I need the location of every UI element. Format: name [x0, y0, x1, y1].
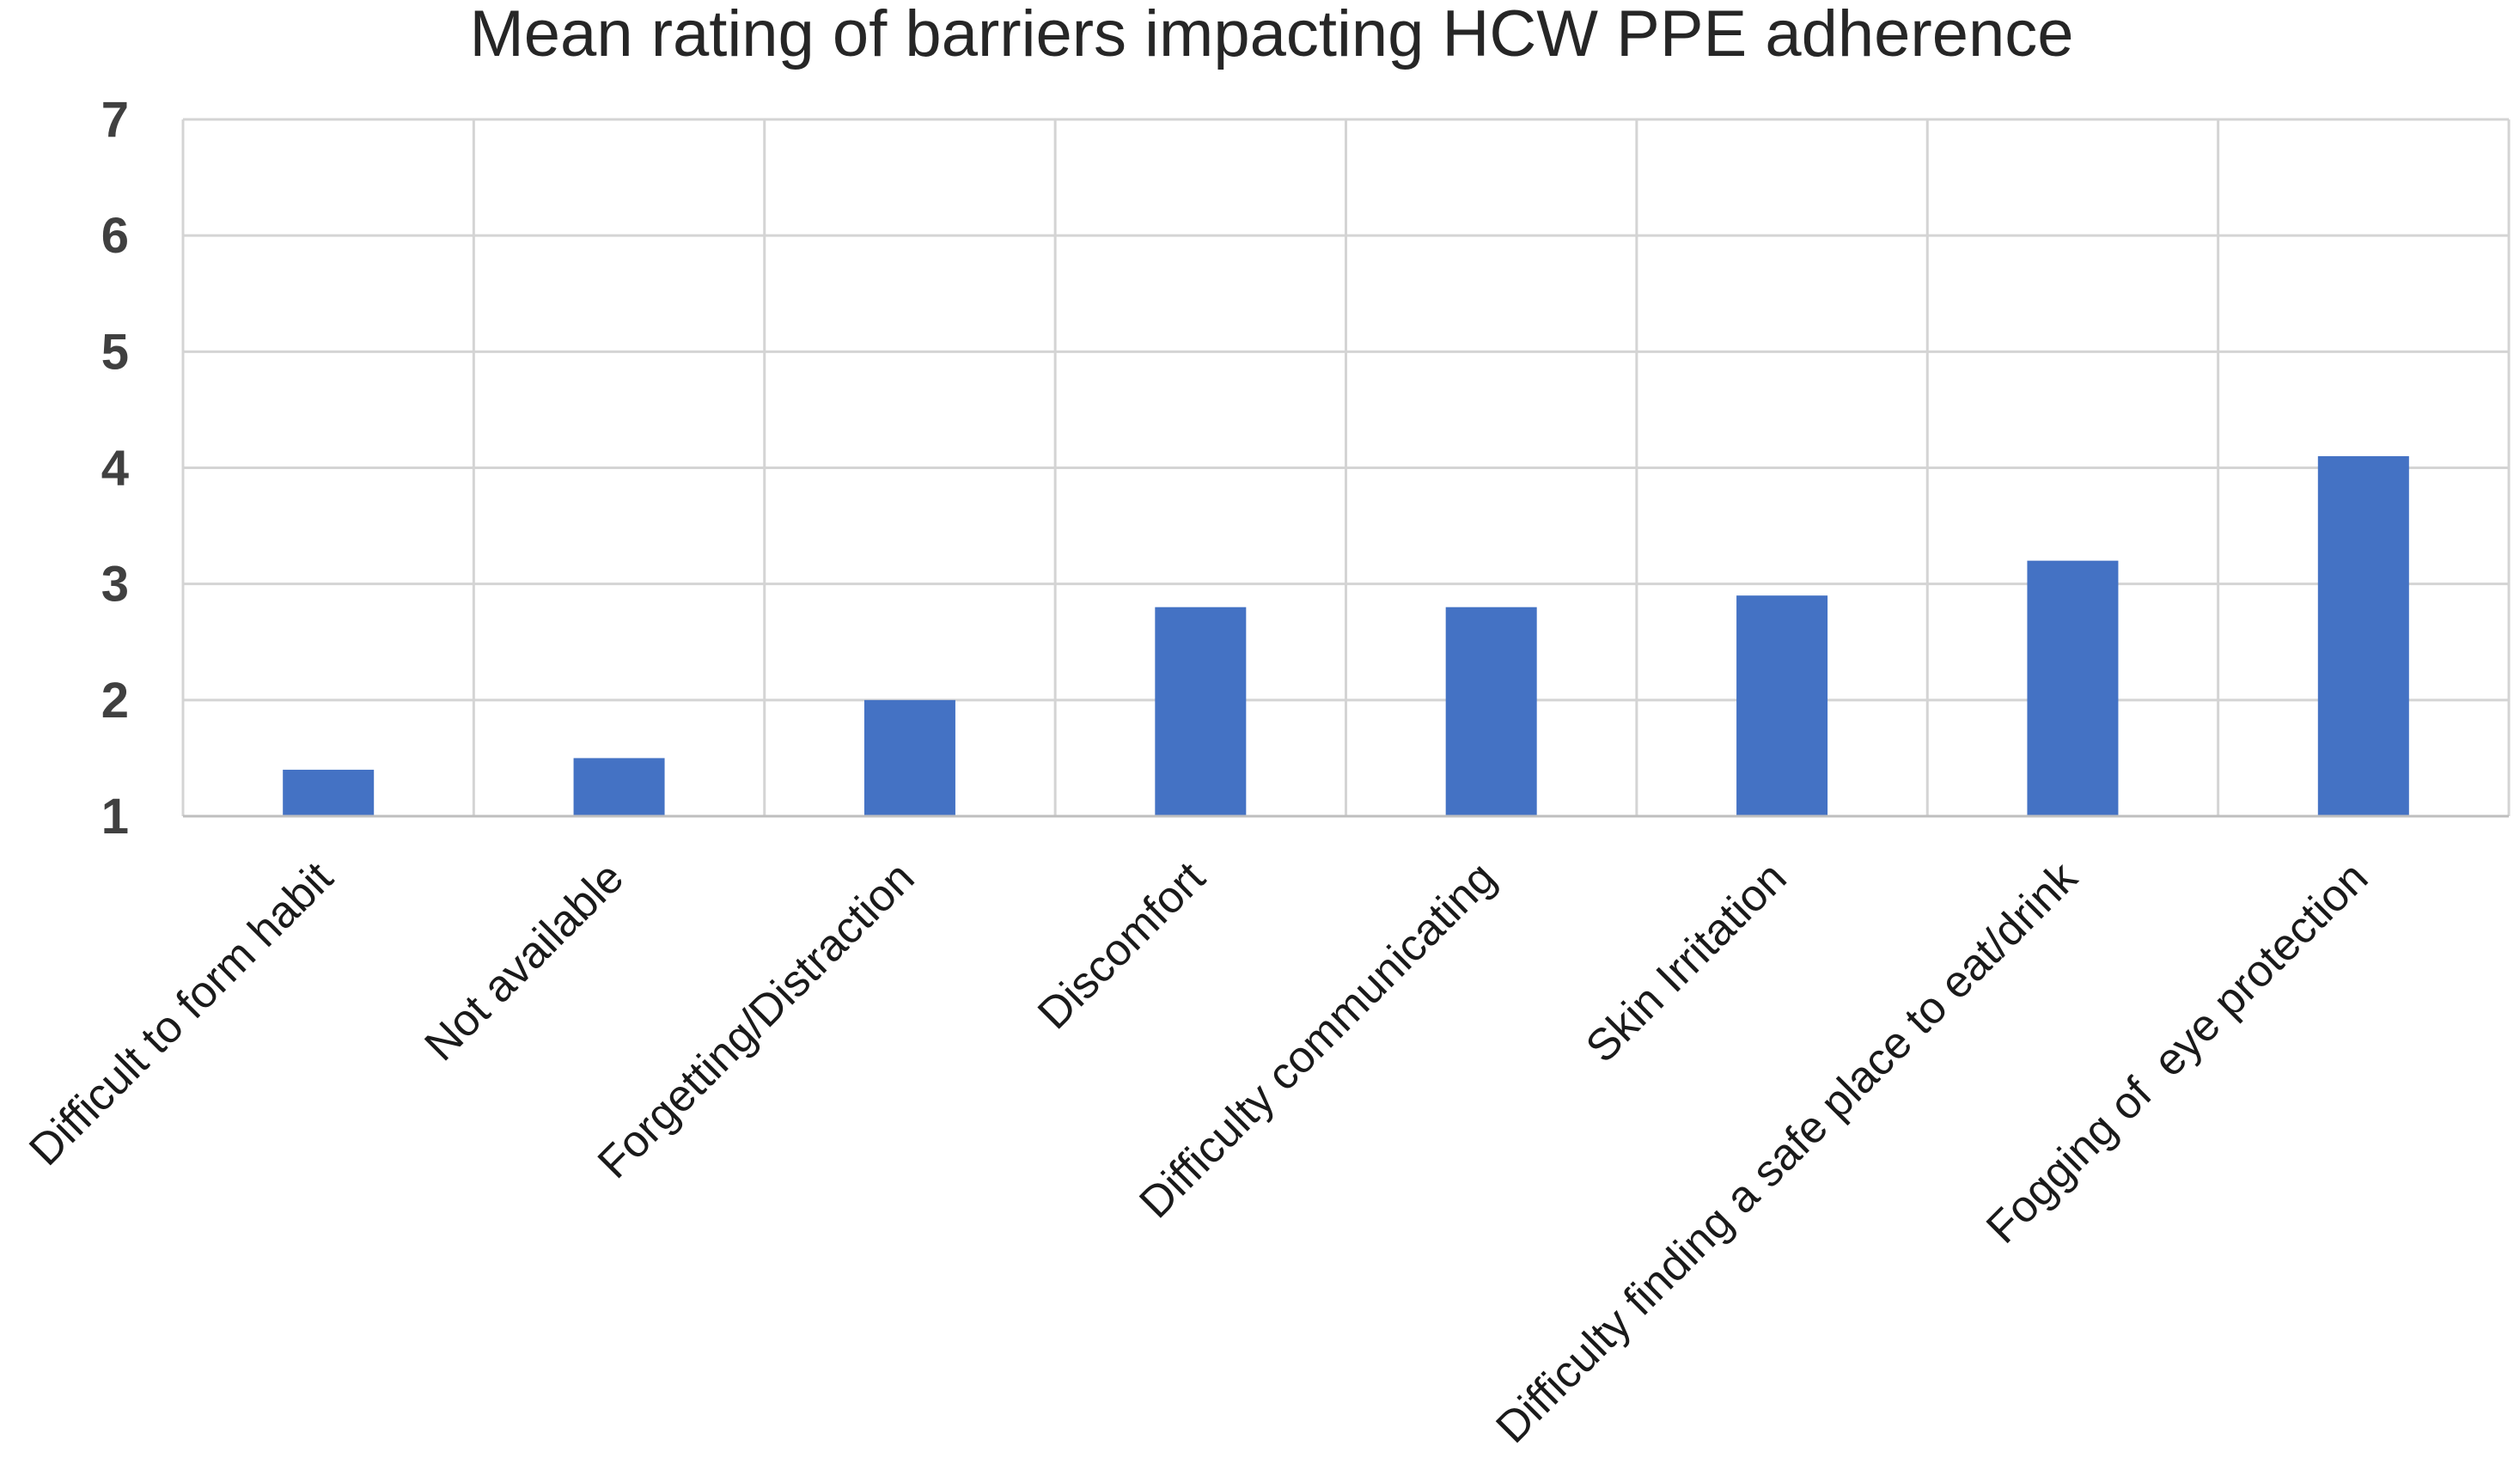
bar [283, 769, 375, 816]
bar [1445, 607, 1537, 816]
bars [283, 455, 2409, 816]
bar [1736, 595, 1828, 816]
bar [2027, 560, 2119, 816]
y-tick-label: 2 [101, 673, 129, 729]
x-axis-tick-labels: Difficult to form habit Not availableForg… [20, 852, 2377, 1453]
y-tick-label: 5 [101, 324, 129, 380]
x-tick-label: Not available [415, 852, 633, 1070]
bar [2317, 455, 2409, 816]
y-tick-label: 7 [101, 92, 129, 148]
x-tick-label: Difficulty finding a safe place to eat/d… [1486, 852, 2087, 1453]
y-tick-label: 3 [101, 557, 129, 613]
gridlines [181, 118, 2511, 816]
x-tick-label: Discomfort [1028, 852, 1215, 1039]
y-tick-label: 4 [101, 441, 129, 497]
x-tick-label: Forgetting/Distraction [589, 852, 924, 1187]
bar [1155, 607, 1247, 816]
y-tick-label: 6 [101, 208, 129, 264]
y-axis-tick-labels: 1 2 3 4 5 6 7 [101, 92, 129, 845]
x-tick-label: Skin Irritation [1577, 852, 1797, 1072]
y-tick-label: 1 [101, 789, 129, 845]
bar [573, 758, 665, 816]
bar [863, 699, 955, 816]
x-tick-label: Difficult to form habit [20, 852, 343, 1175]
chart-title: Mean rating of barriers impacting HCW PP… [469, 0, 2073, 70]
